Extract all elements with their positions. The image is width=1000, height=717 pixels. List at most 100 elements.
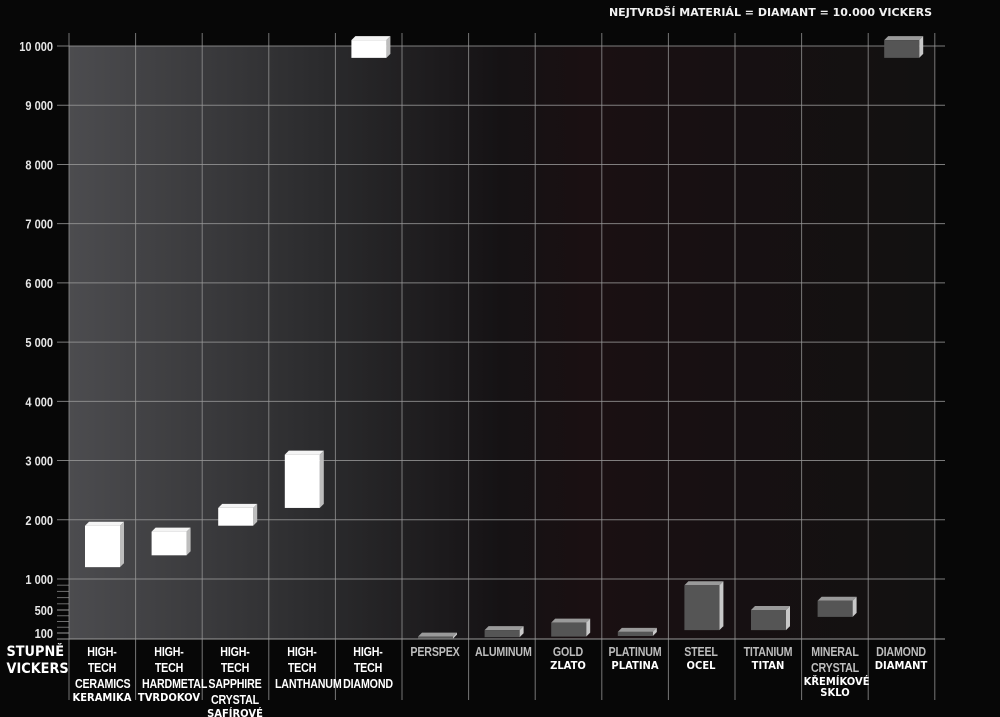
category-name-cz: ZLATO (550, 660, 587, 672)
bar-top-face (218, 503, 258, 508)
y-tick-label: 1 000 (25, 572, 53, 587)
bar-side-face (386, 36, 391, 58)
bar-0 (85, 521, 124, 568)
bar-top-face (817, 596, 857, 601)
category-label: HIGH-TECH HARDMETAL TVRDOKOV (136, 644, 207, 704)
y-tick-label: 9 000 (25, 98, 53, 113)
bar-8 (617, 627, 657, 636)
category-label: MINERAL CRYSTAL KŘEMÍKOVÉ SKLO (802, 644, 870, 699)
bar-front-face (684, 585, 720, 631)
bar-side-face (186, 527, 191, 556)
bar-front-face (751, 610, 786, 631)
category-label: HIGH-TECH DIAMOND (335, 644, 401, 692)
bar-5 (418, 632, 457, 639)
category-name: HIGH-TECH SAPPHIRE CRYSTAL (208, 644, 262, 707)
bar-top-face (351, 36, 391, 41)
bar-side-face (852, 596, 857, 617)
category-name: TITANIUM (743, 644, 793, 659)
bar-top-face (684, 581, 724, 586)
category-name: DIAMOND (876, 644, 927, 659)
category-label: HIGH-TECH LANTHANUM (269, 644, 342, 692)
bar-11 (817, 596, 857, 617)
y-tick-label: 10 000 (19, 39, 53, 54)
category-name-cz: KŘEMÍKOVÉ SKLO (803, 676, 870, 699)
y-tick-label: 6 000 (25, 276, 53, 291)
bar-front-face (351, 40, 387, 58)
y-tick-label: 2 000 (25, 513, 53, 528)
category-label: HIGH-TECH CERAMICS KERAMIKA (69, 644, 135, 704)
category-name: ALUMINUM (474, 644, 532, 659)
category-name: MINERAL CRYSTAL (810, 644, 859, 675)
category-label: ALUMINUM (469, 644, 535, 660)
bar-12 (884, 36, 924, 58)
bar-top-face (751, 606, 790, 610)
category-label: TITANIUM TITAN (735, 644, 801, 672)
bar-side-face (453, 632, 457, 639)
category-name-cz: SAFÍROVÉ SKLO (207, 708, 264, 717)
bar-side-face (652, 627, 657, 636)
category-name-cz: PLATINA (611, 660, 659, 672)
bar-front-face (418, 636, 453, 639)
bar-top-face (617, 627, 657, 632)
bar-2 (218, 503, 258, 526)
bar-side-face (586, 618, 591, 637)
y-tick-label: 5 000 (25, 335, 53, 350)
bar-top-face (484, 626, 524, 631)
bar-front-face (484, 630, 520, 638)
bar-front-face (551, 622, 587, 637)
y-tick-label: 8 000 (25, 158, 53, 173)
bar-top-face (284, 450, 324, 455)
bar-7 (551, 618, 591, 637)
bar-front-face (284, 454, 320, 508)
annotation: NEJTVRDŠÍ MATERIÁL = DIAMANT = 10.000 VI… (608, 6, 932, 19)
category-name: PERSPEX (410, 644, 460, 659)
bar-side-face (519, 626, 524, 638)
bar-9 (684, 581, 724, 631)
bar-side-face (253, 503, 258, 526)
bar-top-face (418, 632, 457, 637)
category-name: PLATINUM (608, 644, 662, 659)
bar-side-face (120, 521, 124, 568)
category-label: PLATINUM PLATINA (602, 644, 668, 672)
bar-6 (484, 626, 524, 638)
bar-front-face (218, 507, 254, 526)
category-name-cz: DIAMANT (874, 660, 928, 672)
bar-10 (751, 606, 790, 631)
category-label: STEEL OCEL (668, 644, 734, 672)
bar-3 (284, 450, 324, 508)
bar-1 (151, 527, 191, 556)
category-label: GOLD ZLATO (535, 644, 601, 672)
bar-front-face (85, 525, 120, 568)
bar-front-face (884, 40, 920, 58)
category-name: STEEL (684, 644, 719, 659)
bar-top-face (85, 521, 124, 526)
category-label: PERSPEX (402, 644, 468, 660)
y-tick-label: 7 000 (25, 217, 53, 232)
category-name: GOLD (553, 644, 584, 659)
bar-top-face (551, 618, 591, 623)
y-tick-label: 500 (35, 603, 54, 618)
y-tick-label: 100 (35, 626, 54, 641)
category-name-cz: KERAMIKA (72, 692, 132, 704)
category-name: HIGH-TECH DIAMOND (343, 644, 394, 691)
y-tick-label: 3 000 (25, 454, 53, 469)
category-name-cz: TITAN (751, 660, 785, 672)
bar-top-face (884, 36, 924, 41)
bar-front-face (151, 531, 187, 556)
bar-front-face (617, 631, 653, 636)
y-axis-title: STUPNĚ VICKERS (6, 644, 69, 677)
category-label: DIAMOND DIAMANT (868, 644, 934, 672)
bar-side-face (319, 450, 324, 508)
bar-side-face (919, 36, 924, 58)
bar-front-face (817, 600, 853, 617)
bar-side-face (719, 581, 724, 631)
category-name: HIGH-TECH CERAMICS (74, 644, 131, 691)
category-name: HIGH-TECH HARDMETAL (141, 644, 207, 691)
category-name: HIGH-TECH LANTHANUM (274, 644, 342, 691)
category-name-cz: OCEL (686, 660, 716, 672)
bar-top-face (151, 527, 191, 532)
bar-4 (351, 36, 391, 58)
